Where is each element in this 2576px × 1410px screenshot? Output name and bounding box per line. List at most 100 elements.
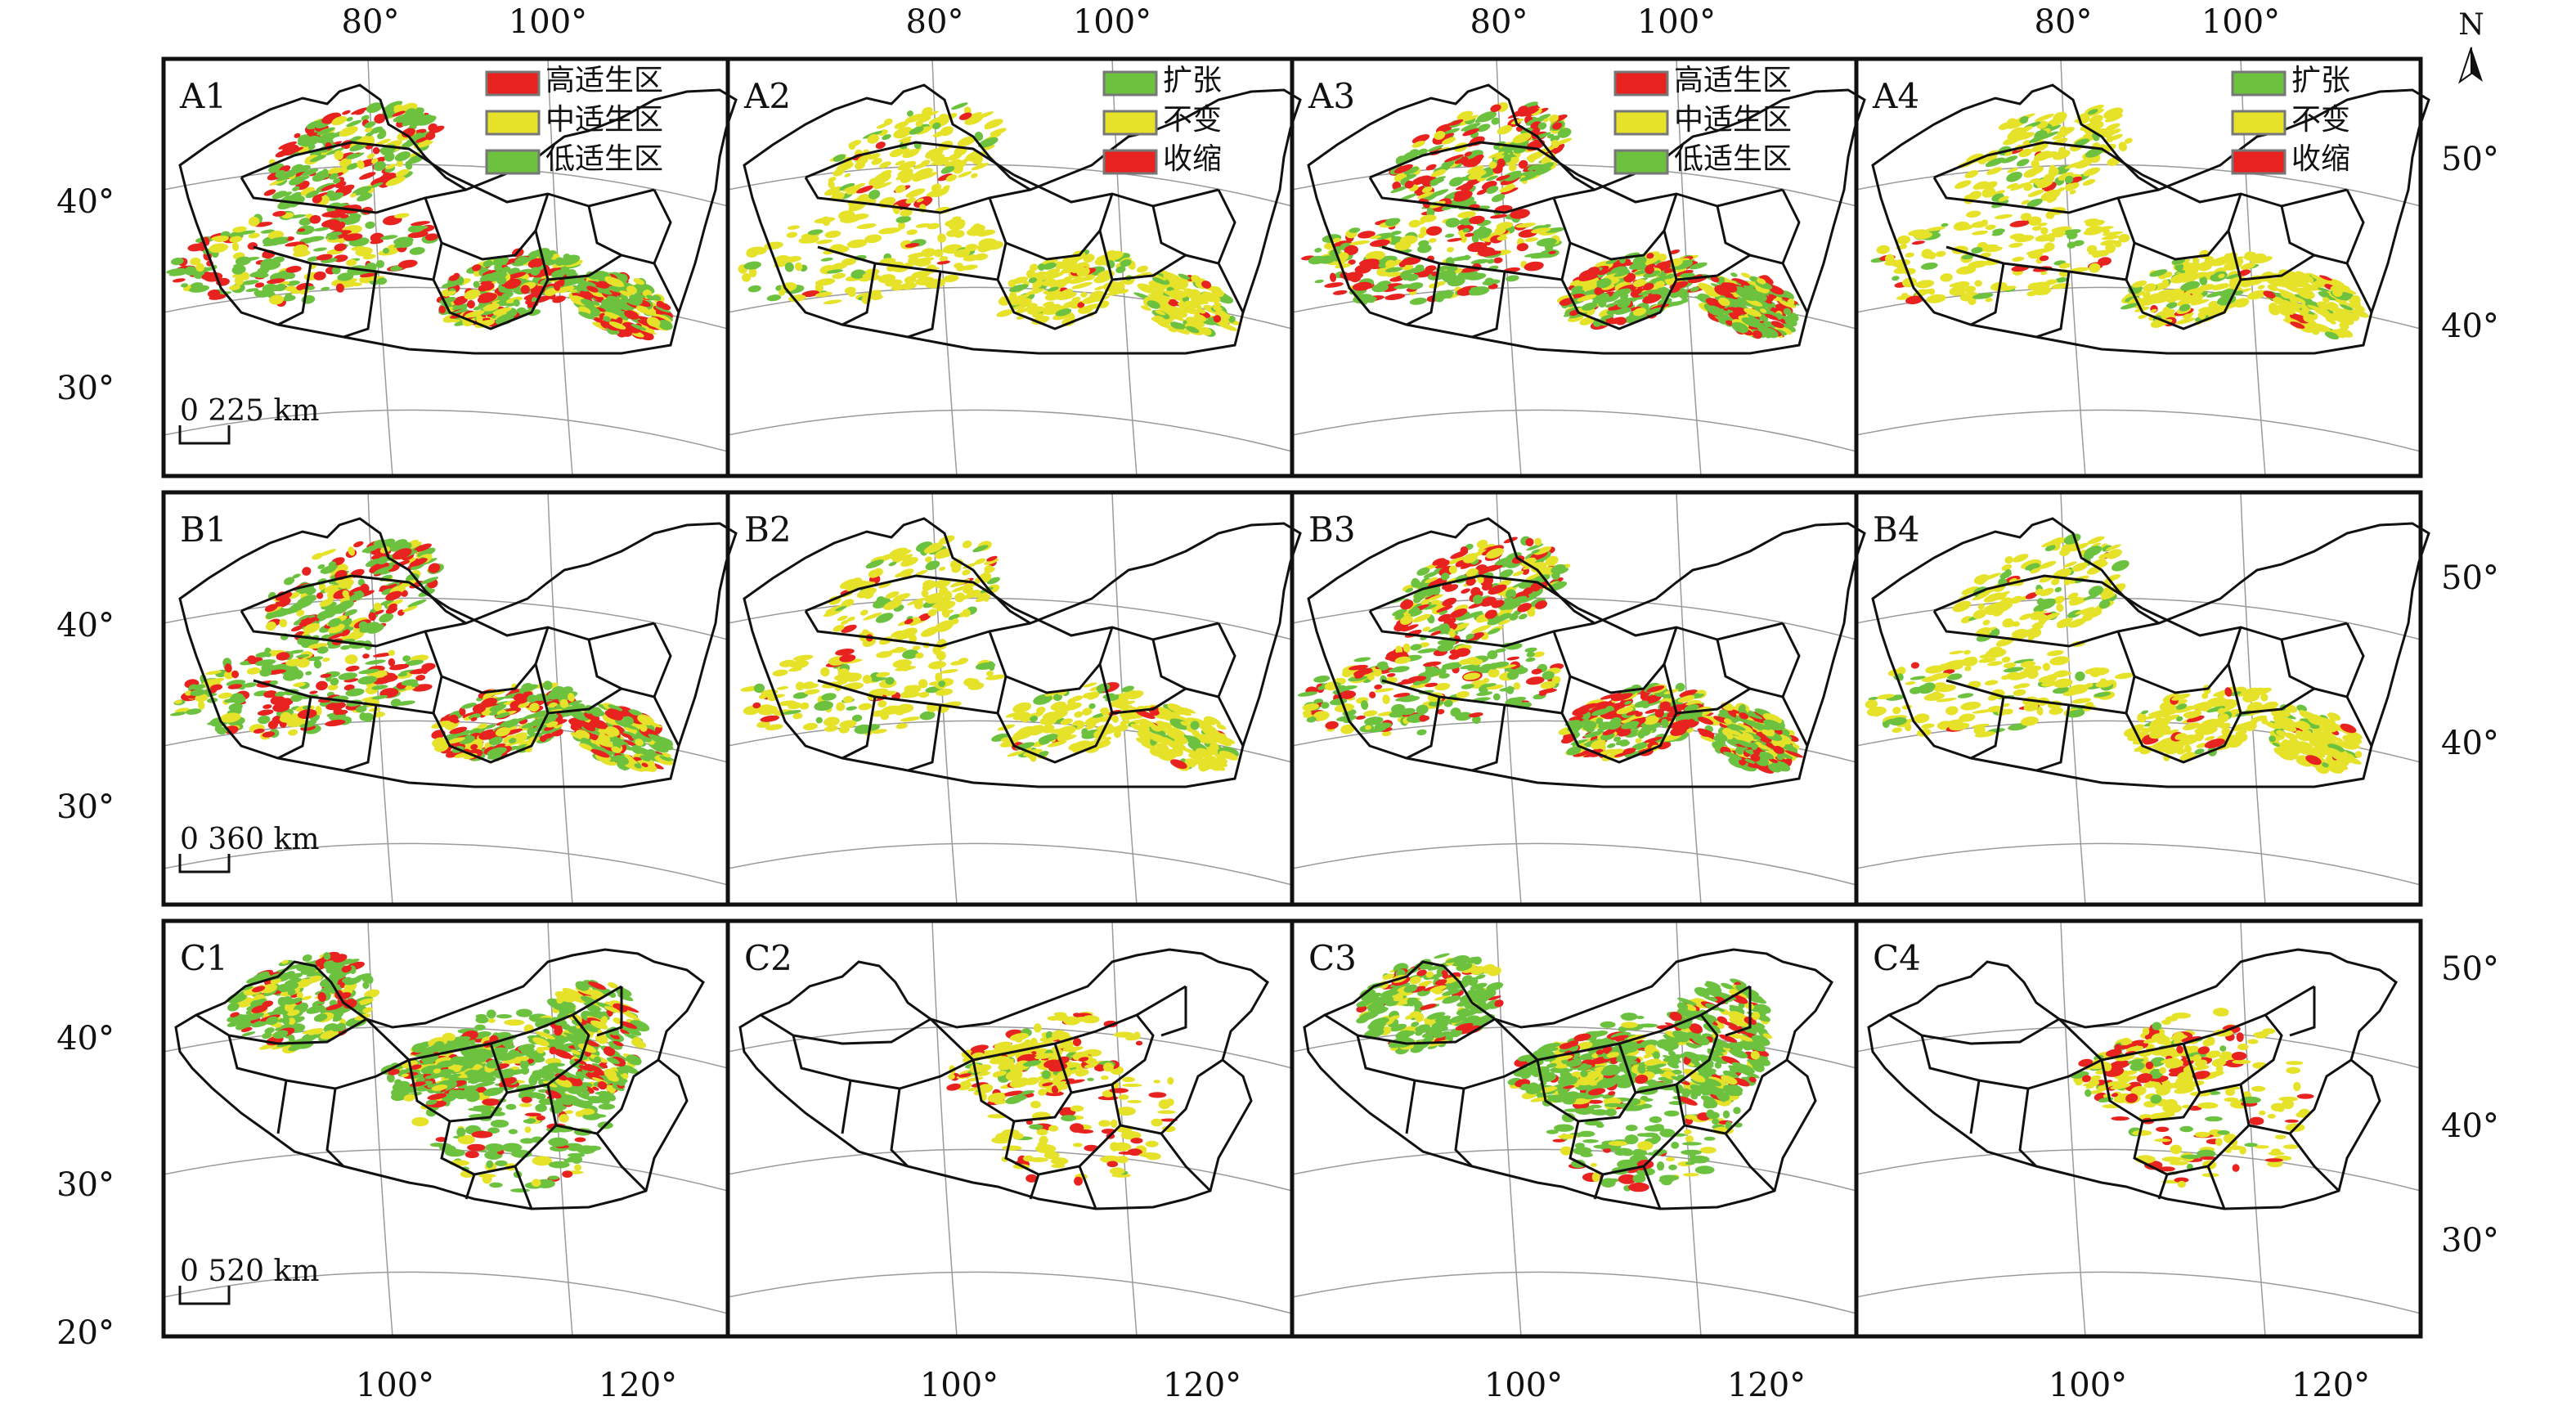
distribution-patch (1074, 711, 1084, 718)
distribution-patch (879, 161, 891, 168)
distribution-patch (346, 119, 362, 128)
distribution-patch (1905, 252, 1914, 258)
distribution-patch (333, 177, 341, 184)
distribution-patch (189, 285, 209, 293)
distribution-patch (424, 233, 438, 241)
distribution-patch (410, 221, 431, 227)
distribution-patch (1935, 250, 1946, 258)
distribution-patch (240, 280, 259, 285)
distribution-patch (501, 292, 511, 298)
distribution-patch (473, 281, 480, 289)
distribution-patch (799, 702, 810, 710)
distribution-patch (328, 236, 339, 240)
distribution-patch (747, 285, 761, 293)
distribution-patch (213, 236, 229, 243)
distribution-patch (373, 160, 387, 172)
distribution-patch (471, 264, 482, 272)
graticule-parallel (727, 1148, 1293, 1192)
distribution-patch (2012, 256, 2025, 262)
distribution-patch (357, 193, 373, 202)
distribution-patch (619, 290, 635, 298)
distribution-patch (824, 186, 843, 196)
distribution-patch (513, 299, 520, 307)
distribution-patch (764, 241, 783, 250)
distribution-patch (1461, 588, 1470, 594)
graticule-parallel (1856, 842, 2421, 886)
distribution-patch (390, 698, 402, 707)
graticule-meridian (1676, 920, 1702, 1337)
distribution-patch (346, 258, 357, 267)
distribution-patch (229, 236, 243, 243)
distribution-patch (656, 300, 665, 308)
distribution-patch (906, 110, 913, 117)
distribution-patch (646, 317, 661, 327)
distribution-patch (487, 271, 507, 282)
graticule-parallel (1856, 597, 2421, 640)
distribution-patch (263, 704, 272, 709)
distribution-patch (876, 123, 889, 129)
distribution-patch (927, 661, 947, 670)
distribution-patch (1506, 656, 1520, 661)
distribution-patch (1408, 219, 1421, 228)
distribution-patch (346, 163, 359, 170)
distribution-patch (604, 322, 620, 331)
distribution-patch (635, 293, 646, 299)
distribution-patch (332, 132, 339, 137)
distribution-patch (419, 115, 433, 123)
distribution-patch (906, 229, 918, 236)
distribution-patch (309, 155, 327, 163)
distribution-patch (438, 305, 447, 314)
distribution-patch (477, 293, 498, 303)
distribution-patch (1355, 715, 1366, 720)
distribution-patch (334, 150, 344, 160)
distribution-patch (626, 285, 637, 294)
distribution-patch (595, 287, 613, 295)
distribution-patch (275, 169, 286, 178)
distribution-patch (260, 260, 271, 265)
distribution-patch (1730, 272, 1738, 277)
distribution-patch (309, 690, 318, 694)
distribution-patch (313, 271, 326, 281)
distribution-patch (272, 210, 286, 217)
distribution-patch (321, 286, 330, 291)
distribution-patch (832, 154, 846, 162)
distribution-patch (313, 192, 328, 199)
distribution-patch (464, 289, 481, 300)
distribution-patch (873, 182, 892, 190)
distribution-patch (939, 566, 946, 572)
distribution-patch (240, 272, 249, 281)
distribution-patch (297, 228, 306, 232)
distribution-patch (282, 294, 296, 302)
distribution-patch (293, 244, 308, 254)
distribution-patch (248, 232, 260, 239)
distribution-patch (294, 132, 301, 138)
distribution-patch (820, 257, 833, 262)
distribution-patch (655, 306, 671, 313)
graticule-meridian (931, 58, 958, 477)
distribution-patch (362, 254, 376, 260)
distribution-patch (646, 294, 656, 301)
distribution-patch (321, 168, 330, 178)
distribution-patch (844, 173, 851, 177)
distribution-patch (478, 284, 491, 292)
graticule-parallel (163, 1271, 729, 1314)
distribution-patch (1416, 729, 1427, 736)
distribution-patch (1525, 657, 1536, 662)
distribution-patch (372, 146, 380, 155)
distribution-patch (984, 119, 1003, 129)
distribution-patch (586, 285, 599, 293)
graticule-parallel (1291, 597, 1857, 640)
distribution-patch (279, 618, 288, 628)
distribution-patch (263, 189, 276, 196)
distribution-patch (301, 168, 319, 177)
distribution-patch (361, 115, 370, 121)
distribution-patch (977, 137, 999, 148)
distribution-patch (958, 171, 972, 178)
distribution-patch (624, 310, 640, 320)
distribution-patch (897, 168, 913, 177)
distribution-patch (598, 281, 610, 289)
distribution-patch (195, 263, 204, 272)
distribution-patch (364, 127, 373, 132)
graticule-parallel (1856, 1271, 2421, 1314)
graticule-meridian (931, 920, 958, 1337)
